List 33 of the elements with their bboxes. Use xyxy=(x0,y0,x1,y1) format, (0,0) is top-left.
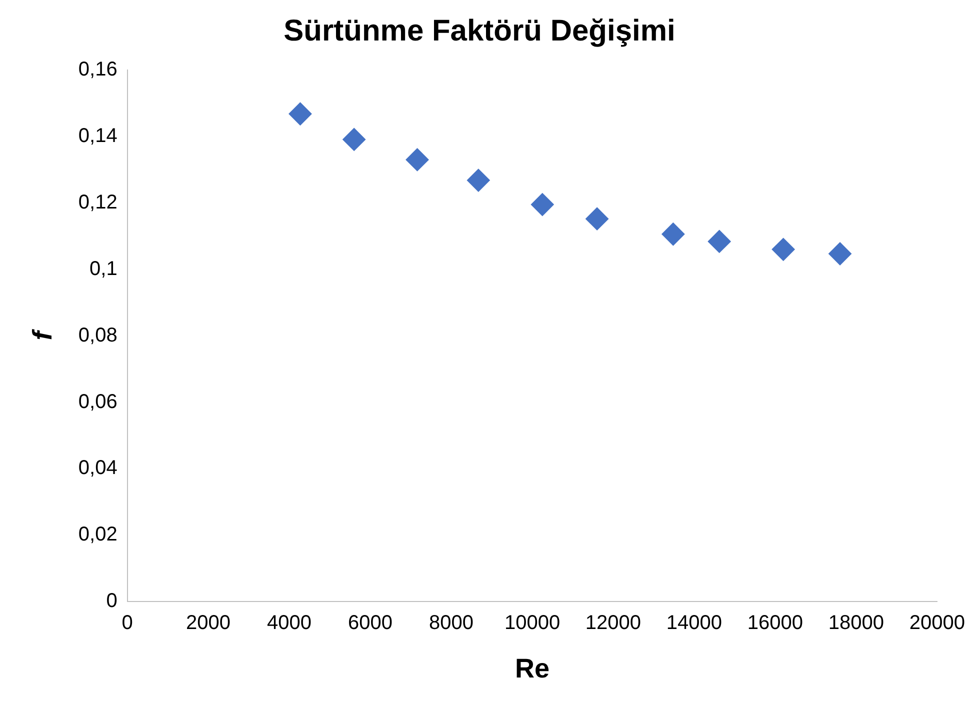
point xyxy=(288,102,312,126)
y-axis-title: f xyxy=(28,328,58,340)
y-tick-label: 0,12 xyxy=(78,191,118,214)
point xyxy=(530,193,554,216)
x-tick-label: 20000 xyxy=(909,612,966,634)
x-tick-label: 16000 xyxy=(747,612,804,634)
y-tick-label: 0,1 xyxy=(90,258,118,280)
point xyxy=(466,168,490,192)
point xyxy=(828,242,852,266)
x-tick-label: 0 xyxy=(122,612,133,634)
x-tick-label: 6000 xyxy=(348,612,393,634)
x-tick-label: 4000 xyxy=(267,612,312,634)
y-tick-label: 0 xyxy=(106,590,118,612)
y-tick-label: 0,06 xyxy=(78,390,118,413)
y-tick-label: 0,02 xyxy=(78,524,118,546)
point xyxy=(586,207,609,230)
x-axis-title: Re xyxy=(515,653,550,684)
point xyxy=(406,148,429,172)
x-tick-label: 8000 xyxy=(429,612,474,634)
chart-title: Sürtünme Faktörü Değişimi xyxy=(284,14,676,48)
x-tick-label: 2000 xyxy=(186,612,231,634)
y-tick-label: 0,14 xyxy=(78,124,118,147)
point xyxy=(342,128,366,151)
x-tick-label: 14000 xyxy=(666,612,722,634)
point xyxy=(662,222,685,246)
x-tick-label: 10000 xyxy=(504,612,560,634)
x-tick-label: 12000 xyxy=(585,612,642,634)
y-tick-label: 0,04 xyxy=(78,457,118,480)
y-tick-label: 0,08 xyxy=(78,324,118,346)
point xyxy=(772,238,795,261)
x-tick-label: 18000 xyxy=(828,612,884,634)
y-tick-label: 0,16 xyxy=(78,58,118,81)
point xyxy=(708,230,731,253)
